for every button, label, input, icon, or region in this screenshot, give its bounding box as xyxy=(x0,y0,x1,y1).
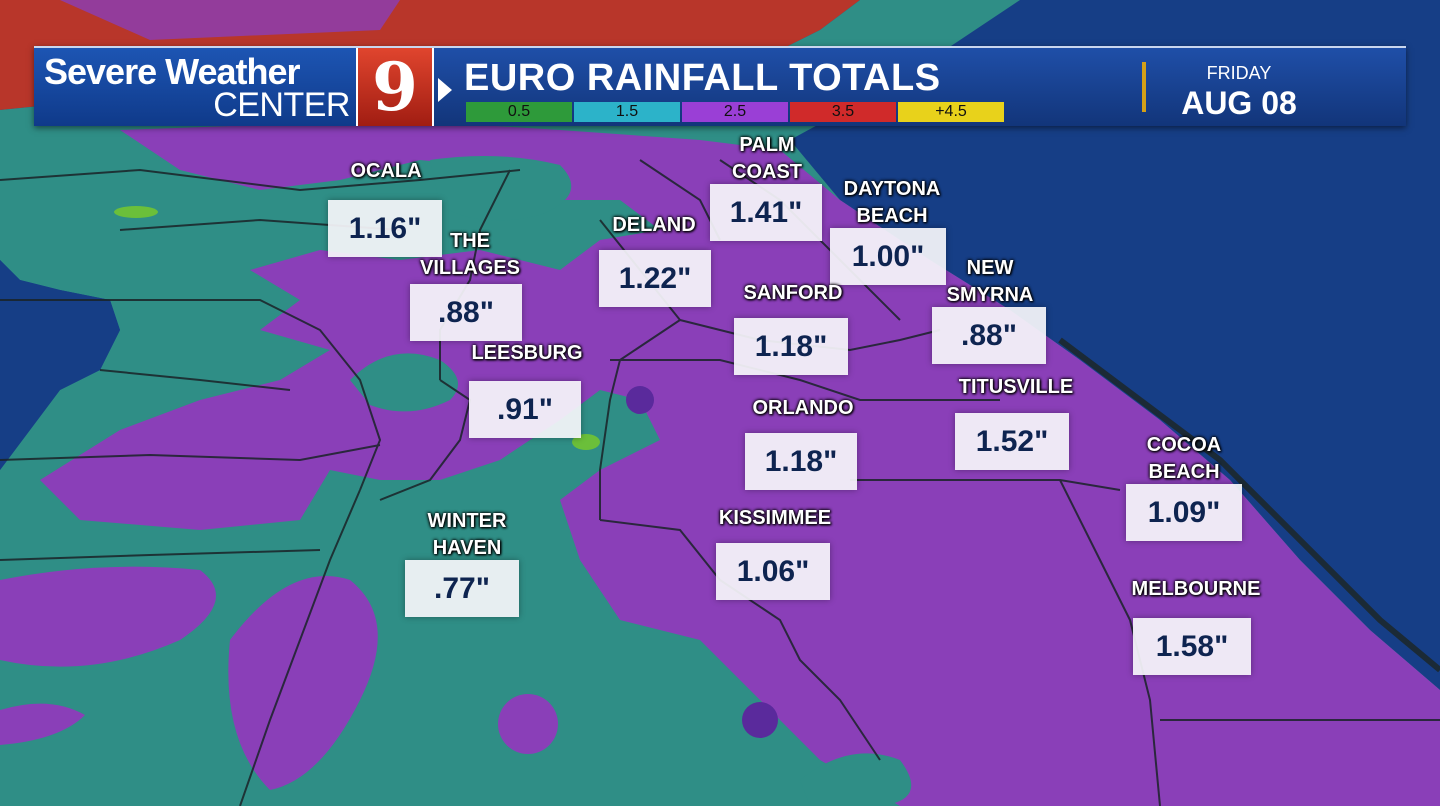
heavy-rain-area-2 xyxy=(60,0,400,40)
rainfall-legend: 0.5 1.5 2.5 3.5 +4.5 xyxy=(466,102,1006,122)
rainfall-value: 1.58" xyxy=(1133,618,1251,675)
date-label: AUG 08 xyxy=(1181,85,1297,121)
legend-item: 2.5 xyxy=(682,102,788,122)
city-name: NEW SMYRNA xyxy=(946,257,1034,306)
barrier-island xyxy=(1058,337,1440,673)
city-name: OCALA xyxy=(350,160,422,182)
light-rain-pocket xyxy=(350,353,458,412)
city-name: ORLANDO xyxy=(752,397,854,419)
city-name: MELBOURNE xyxy=(1131,578,1261,600)
lake-2 xyxy=(742,702,778,738)
rainfall-value: .88" xyxy=(410,284,522,341)
gulf-bay xyxy=(0,260,120,470)
city-name: COCOA BEACH xyxy=(1146,434,1222,483)
rainfall-value: 1.09" xyxy=(1126,484,1242,541)
city-name: WINTER HAVEN xyxy=(427,510,507,559)
rainfall-value: 1.52" xyxy=(955,413,1069,470)
rainfall-value: .91" xyxy=(469,381,581,438)
moderate-rain-area-sw xyxy=(0,566,216,667)
rainfall-value: .77" xyxy=(405,560,519,617)
brand-line1: Severe Weather xyxy=(44,51,300,92)
city-name: TITUSVILLE xyxy=(958,376,1074,398)
legend-item: 1.5 xyxy=(574,102,680,122)
legend-item: 0.5 xyxy=(466,102,572,122)
page-title: EURO RAINFALL TOTALS xyxy=(464,57,941,99)
moderate-rain-area-s xyxy=(228,576,378,790)
moderate-rain-spot xyxy=(498,694,558,754)
city-name: LEESBURG xyxy=(471,342,583,364)
brand-line2: CENTER xyxy=(213,86,350,124)
legend-item: +4.5 xyxy=(898,102,1004,122)
city-name: DAYTONA BEACH xyxy=(843,178,941,227)
green-spot-2 xyxy=(114,206,158,218)
city-name: DELAND xyxy=(612,214,696,236)
light-rain-pocket-3 xyxy=(800,753,912,806)
rainfall-value: 1.16" xyxy=(328,200,442,257)
rainfall-value: 1.22" xyxy=(599,250,711,307)
lake xyxy=(626,386,654,414)
rainfall-value: 1.18" xyxy=(734,318,848,375)
moderate-rain-area-north xyxy=(40,120,1440,806)
green-spot xyxy=(572,434,600,450)
city-name: SANFORD xyxy=(743,282,843,304)
city-name: THE VILLAGES xyxy=(419,230,520,279)
play-arrow-icon xyxy=(438,78,452,102)
rainfall-value: 1.06" xyxy=(716,543,830,600)
channel-9-logo: 9 xyxy=(356,48,434,126)
city-name: PALM COAST xyxy=(732,134,802,183)
day-label: FRIDAY xyxy=(1206,63,1272,83)
legend-item: 3.5 xyxy=(790,102,896,122)
moderate-rain-area-sw2 xyxy=(0,703,85,745)
header-bar: Severe Weather CENTER 9 EURO RAINFALL TO… xyxy=(34,46,1406,126)
rainfall-value: .88" xyxy=(932,307,1046,364)
brand-block: Severe Weather CENTER xyxy=(34,48,356,126)
rainfall-value: 1.18" xyxy=(745,433,857,490)
rainfall-value: 1.41" xyxy=(710,184,822,241)
divider xyxy=(1142,62,1146,112)
city-name: KISSIMMEE xyxy=(718,507,832,529)
rainfall-value: 1.00" xyxy=(830,228,946,285)
